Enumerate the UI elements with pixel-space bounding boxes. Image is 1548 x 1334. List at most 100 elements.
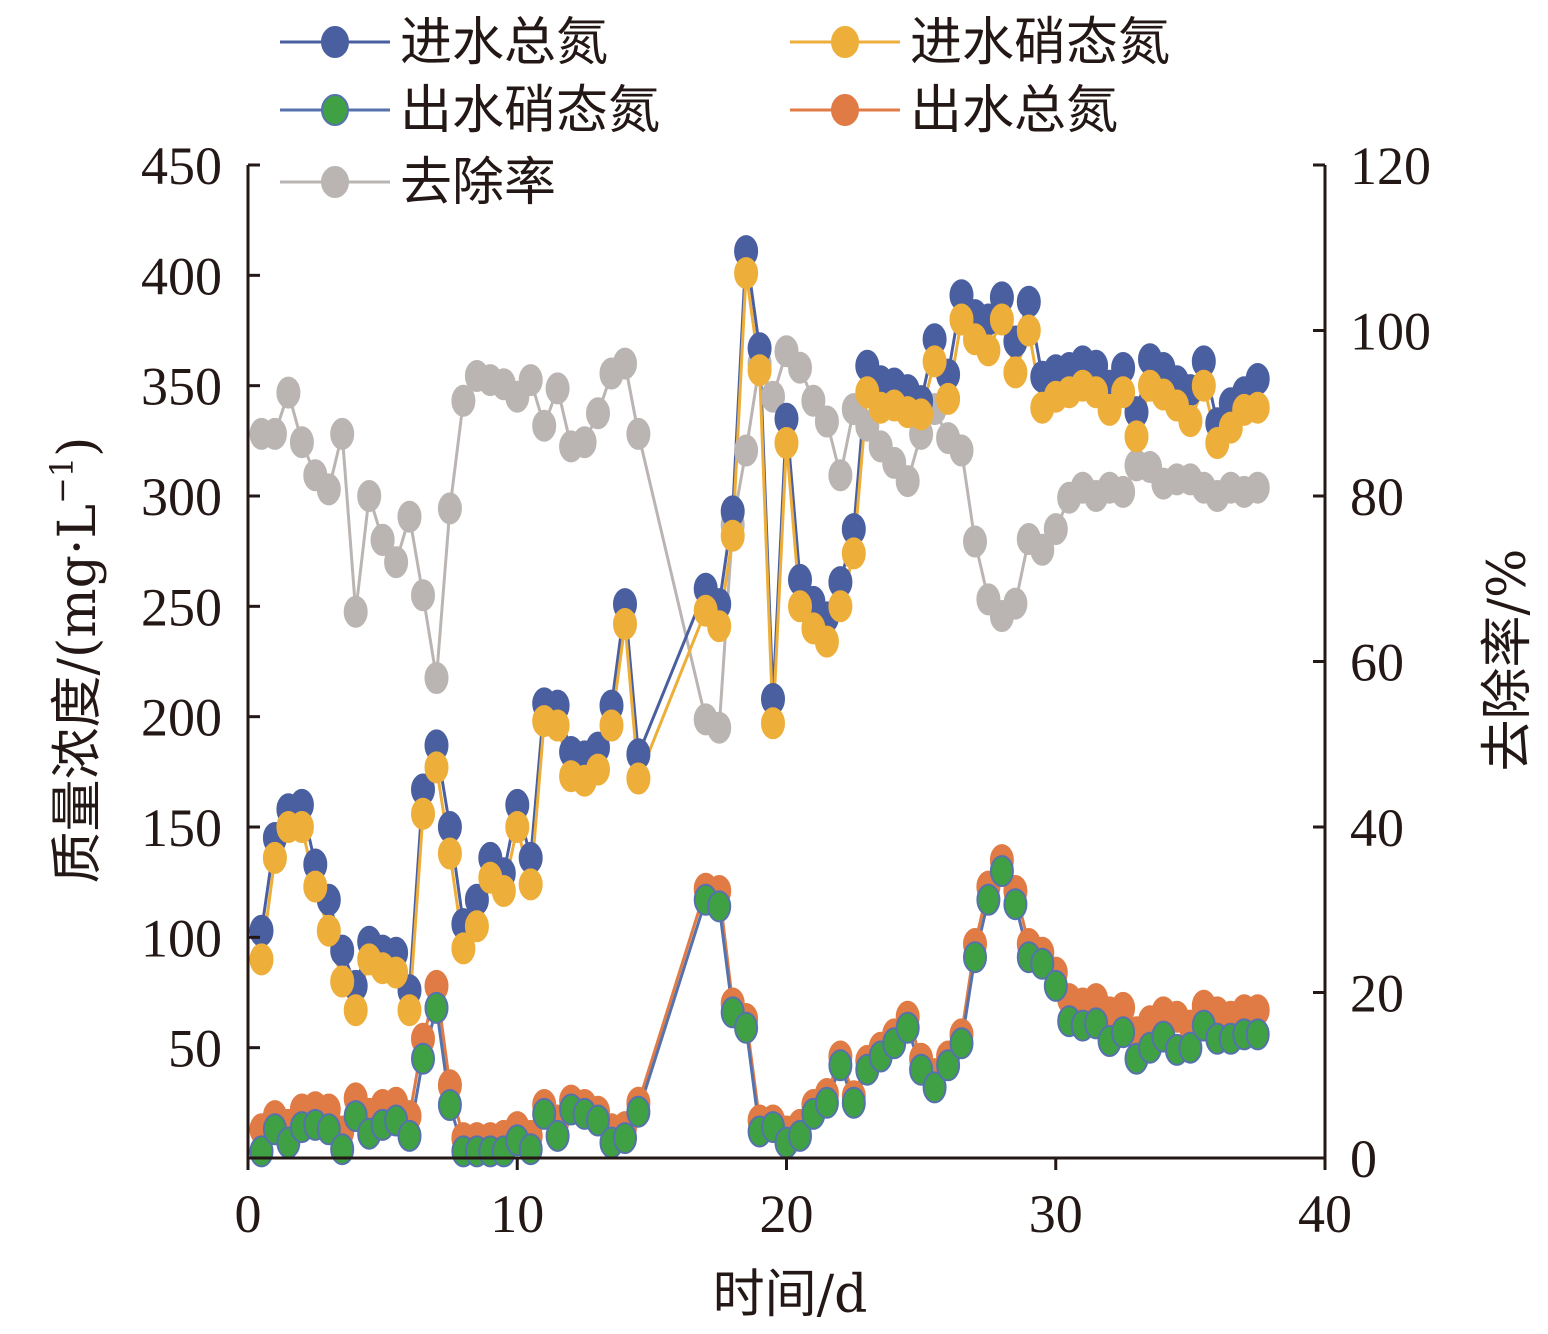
data-point [720,519,745,552]
left-tick-label: 350 [141,357,222,417]
data-point [1016,314,1041,347]
data-point [545,372,570,405]
data-point [801,384,826,417]
data-point [1111,1016,1136,1049]
data-point [586,753,610,786]
legend-label: 去除率 [400,153,556,213]
data-point [747,354,772,387]
data-point [424,751,449,784]
data-point [909,398,934,431]
data-point [989,303,1014,336]
data-point [518,1133,543,1166]
data-point [343,994,368,1027]
data-point [949,303,974,336]
data-point [1043,969,1068,1002]
data-point [626,1095,651,1128]
legend-item: 进水总氮 [280,13,608,73]
legend-item: 去除率 [280,153,556,213]
data-point [545,709,570,742]
data-point [788,1119,812,1152]
data-point [976,883,1001,916]
right-tick-label: 100 [1350,302,1431,362]
data-point [411,1042,435,1075]
legend-label: 出水硝态氮 [400,81,660,141]
right-tick-label: 60 [1350,633,1404,693]
data-point [1124,420,1149,453]
data-point [734,257,759,290]
data-point [397,1119,422,1152]
data-point [518,868,543,901]
data-point [357,480,382,512]
data-point [343,595,368,628]
ticks: 0 10 20 30 40 50 100 150 200 250 300 350 400 450 0 20 40… [141,136,1431,1244]
data-point [734,1011,759,1044]
data-point [330,965,355,998]
data-point [626,417,651,450]
data-point [989,855,1014,888]
data-point [841,1086,866,1119]
data-point [384,956,409,989]
data-point [249,914,274,947]
data-point [1191,369,1216,402]
data-point [936,382,961,415]
data-point [1003,356,1028,389]
data-point [437,492,462,525]
data-point [922,1071,947,1104]
data-point [1111,376,1136,409]
data-point [397,500,422,533]
data-point [316,1113,341,1146]
left-tick-label: 150 [141,798,222,858]
legend-marker [321,166,349,198]
data-point [491,875,516,907]
data-point [505,811,530,843]
left-tick-label: 250 [141,577,222,637]
series-markers-0 [249,235,1270,1007]
data-point [276,376,301,409]
data-point [774,427,799,459]
left-axis-title-main: 质量浓度/(mg·L [48,504,108,883]
data-point [1178,405,1203,437]
data-point [303,870,328,903]
data-point [262,417,287,450]
legend-label: 出水总氮 [910,81,1118,141]
data-point [518,364,543,397]
x-tick-label: 0 [235,1184,262,1244]
left-axis-title-close: ) [48,437,108,457]
data-point [828,459,853,492]
series-markers-1 [249,257,1270,1027]
data-point [895,465,920,498]
data-point [599,709,624,742]
right-tick-label: 0 [1350,1129,1377,1189]
data-point [761,380,785,413]
right-tick-label: 120 [1350,136,1431,196]
data-point [1245,391,1270,424]
data-point [451,384,476,417]
data-point [828,1049,853,1082]
data-point [316,473,341,506]
data-point [1030,533,1055,566]
left-axis-title-sup: −1 [43,457,81,504]
data-point [397,994,422,1027]
data-point [1245,363,1270,395]
left-tick-label: 300 [141,467,222,527]
left-tick-label: 200 [141,688,222,748]
legend-marker [321,94,349,126]
data-point [613,608,637,640]
data-point [707,711,732,744]
x-axis-title: 时间/d [713,1265,868,1325]
left-tick-label: 400 [141,246,222,306]
data-point [1003,587,1028,620]
right-tick-label: 20 [1350,964,1404,1024]
data-point [330,1133,355,1166]
data-point [841,537,866,570]
x-tick-label: 10 [490,1184,544,1244]
data-point [761,707,785,740]
data-point [788,351,812,384]
data-point [613,347,637,380]
data-point [949,434,974,467]
data-point [545,1119,570,1152]
right-axis-title: 去除率/% [1478,549,1538,772]
data-point [572,426,597,459]
data-point [814,1086,839,1119]
